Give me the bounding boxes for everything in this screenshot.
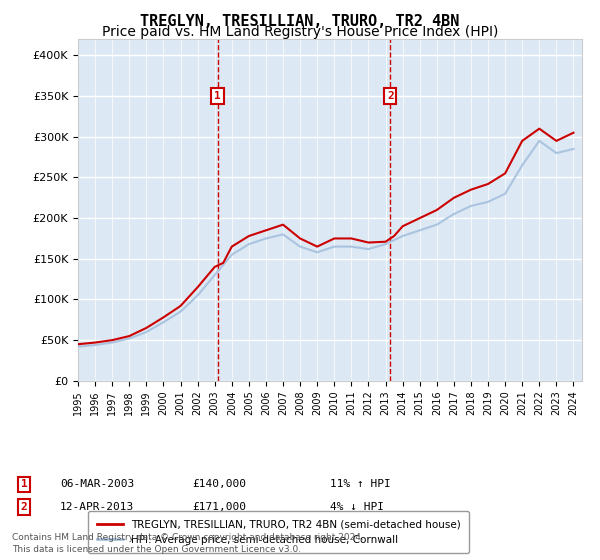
Text: £171,000: £171,000 [192,502,246,512]
Text: Price paid vs. HM Land Registry's House Price Index (HPI): Price paid vs. HM Land Registry's House … [102,25,498,39]
Text: 12-APR-2013: 12-APR-2013 [60,502,134,512]
Text: 2: 2 [387,91,394,101]
Text: 11% ↑ HPI: 11% ↑ HPI [330,479,391,489]
Text: 06-MAR-2003: 06-MAR-2003 [60,479,134,489]
Text: Contains HM Land Registry data © Crown copyright and database right 2024.: Contains HM Land Registry data © Crown c… [12,533,364,542]
Text: £140,000: £140,000 [192,479,246,489]
Text: TREGLYN, TRESILLIAN, TRURO, TR2 4BN: TREGLYN, TRESILLIAN, TRURO, TR2 4BN [140,14,460,29]
Text: This data is licensed under the Open Government Licence v3.0.: This data is licensed under the Open Gov… [12,545,301,554]
Text: 1: 1 [20,479,28,489]
Legend: TREGLYN, TRESILLIAN, TRURO, TR2 4BN (semi-detached house), HPI: Average price, s: TREGLYN, TRESILLIAN, TRURO, TR2 4BN (sem… [88,511,469,553]
Text: 2: 2 [20,502,28,512]
Text: 1: 1 [214,91,221,101]
Text: 4% ↓ HPI: 4% ↓ HPI [330,502,384,512]
